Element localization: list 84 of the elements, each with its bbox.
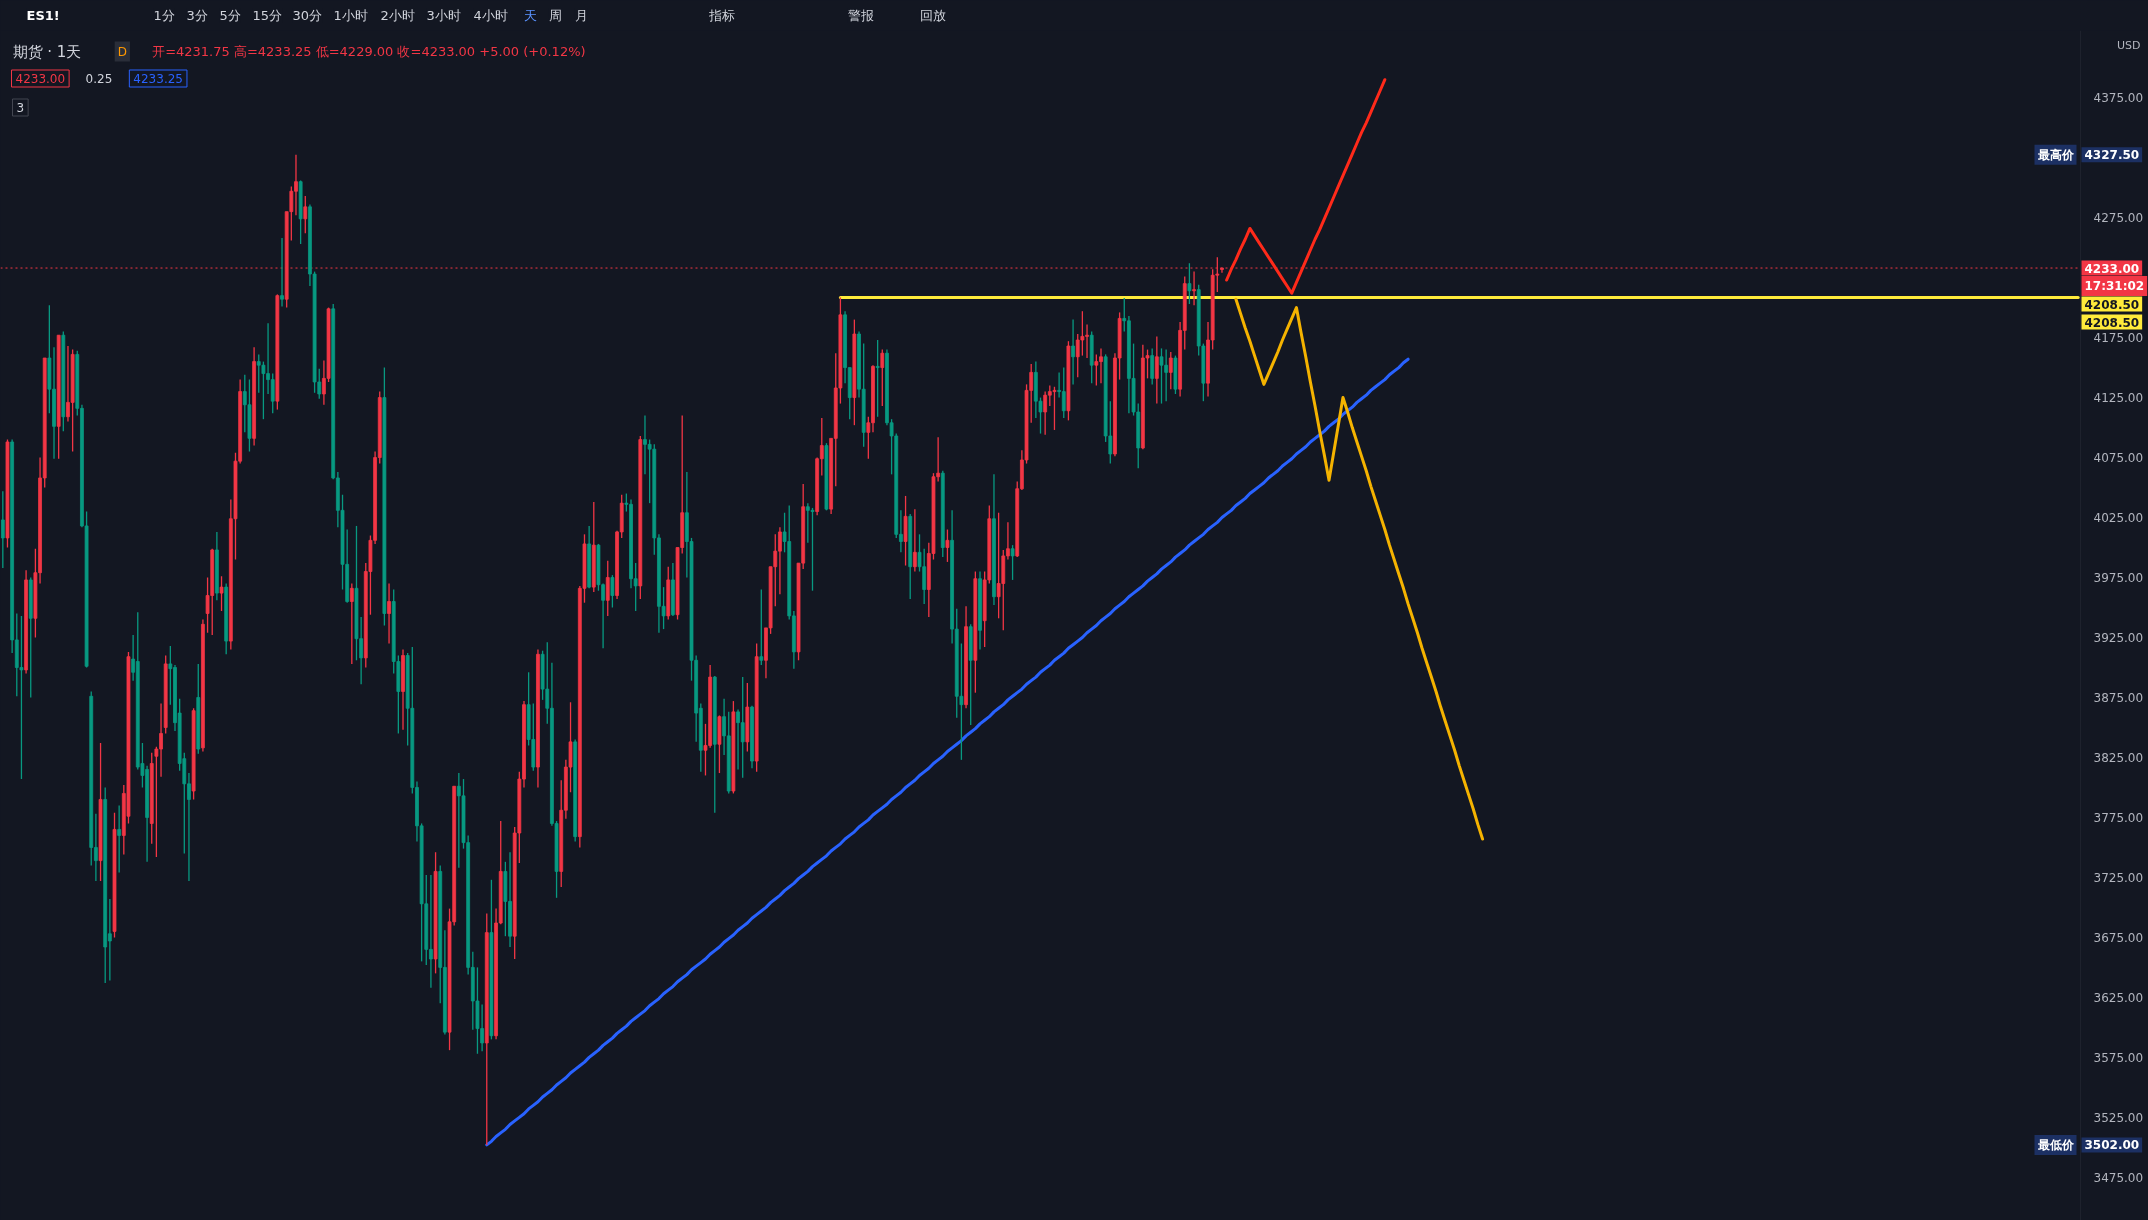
candlestick [387, 582, 391, 645]
candlestick [996, 512, 1001, 619]
annotation: 4233.25 [133, 72, 183, 86]
annotation: 最低价 [2036, 1137, 2075, 1152]
candlestick [740, 676, 745, 779]
candlestick [875, 339, 880, 418]
y-tick-label: 3625.00 [2093, 990, 2144, 1005]
text: 开=4231.75 高=4233.25 低=4229.00 收=4233.00 +5.00 (+0.12%) [152, 44, 586, 59]
y-tick-label: 3775.00 [2093, 810, 2144, 825]
annotation: 0.25 [85, 72, 113, 86]
annotation: 3 [16, 101, 25, 115]
y-tick-label: 3925.00 [2093, 631, 2144, 645]
text: 月 [574, 8, 588, 23]
text: 2小时 [380, 8, 415, 23]
text: USD [2117, 39, 2141, 52]
candlestick [605, 560, 610, 617]
y-tick-label: 4025.00 [2093, 511, 2144, 526]
text: 3分 [186, 8, 208, 23]
line-series [1225, 78, 1387, 295]
y-tick-label: 3725.00 [2093, 870, 2144, 885]
candlestick [1010, 544, 1015, 581]
candlestick [1187, 262, 1192, 305]
text: 3小时 [426, 8, 461, 23]
candlestick [19, 615, 24, 780]
line-series [1234, 297, 1485, 841]
text: 1分 [153, 8, 175, 23]
candlestick [1159, 347, 1164, 405]
y-tick-label: 4275.00 [2093, 211, 2144, 226]
annotation: 4233.00 [15, 72, 66, 86]
candlestick [303, 195, 308, 234]
text: 4208.50 [2084, 315, 2140, 330]
y-tick-label: 3475.00 [2093, 1170, 2144, 1185]
y-tick-label: 4125.00 [2093, 391, 2144, 406]
text: 指标 [707, 8, 735, 23]
text: 4327.50 [2084, 148, 2140, 163]
text: 4208.50 [2084, 297, 2140, 312]
candlestick [1094, 353, 1099, 387]
y-tick-label: 3575.00 [2093, 1050, 2144, 1065]
candlestick [1154, 335, 1159, 405]
text: 回放 [919, 8, 946, 23]
text: ES1! [26, 8, 60, 23]
annotation: D [117, 44, 127, 59]
text: 期货 · 1天 [12, 42, 82, 61]
candlestick [1168, 351, 1173, 390]
candlestick [1052, 386, 1057, 431]
candlestick [1043, 390, 1048, 436]
text: 17:31:02 [2084, 279, 2145, 294]
ref-line-label: 4233.00 [2084, 261, 2140, 276]
candlestick [759, 588, 764, 666]
text: 30分 [292, 8, 323, 23]
text: 3502.00 [2084, 1138, 2140, 1153]
y-tick-label: 3825.00 [2093, 750, 2144, 765]
candlestick [0, 490, 5, 569]
candlestick [280, 237, 284, 308]
text: 周 [548, 8, 562, 23]
candlestick [1192, 270, 1196, 306]
y-tick-label: 4075.00 [2093, 451, 2144, 466]
candlestick [1071, 318, 1075, 386]
candlestick [1061, 366, 1066, 419]
candlestick [349, 582, 354, 665]
candlestick [610, 574, 615, 609]
candlestick [912, 508, 917, 573]
candlestick [880, 348, 885, 407]
y-tick-label: 3975.00 [2093, 571, 2144, 586]
candlestick [1150, 347, 1155, 386]
candlestick [810, 507, 815, 592]
y-tick-label: 3525.00 [2093, 1110, 2144, 1125]
candlestick [219, 575, 224, 612]
candlestick [117, 804, 122, 874]
line-series [485, 357, 1410, 1147]
text: 天 [523, 8, 537, 23]
y-tick-label: 4375.00 [2093, 91, 2144, 106]
text: 1小时 [333, 8, 368, 23]
candlestick [270, 372, 275, 414]
y-tick-label: 3675.00 [2093, 930, 2144, 945]
candlestick [1080, 310, 1085, 357]
text: 15分 [252, 8, 283, 23]
y-tick-label: 3875.00 [2093, 690, 2144, 705]
y-tick-label: 4175.00 [2093, 331, 2144, 346]
candlestick [945, 528, 950, 563]
text: 4小时 [473, 8, 508, 23]
text: 5分 [219, 8, 241, 23]
annotation: 最高价 [2036, 147, 2075, 162]
text: 警报 [847, 8, 874, 23]
